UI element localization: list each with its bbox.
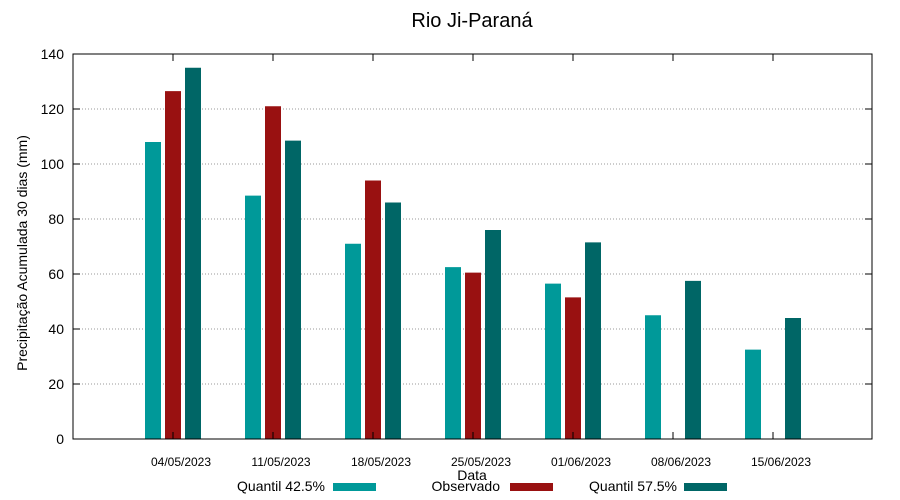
y-tick-label: 60	[48, 266, 64, 282]
y-axis: 0 20 40 60 80 100 120 140	[41, 46, 872, 447]
bar	[645, 315, 661, 439]
bar	[585, 242, 601, 439]
chart-title: Rio Ji-Paraná	[411, 10, 533, 32]
y-tick-label: 100	[41, 156, 65, 172]
x-tick-label: 04/05/2023	[151, 455, 211, 469]
bar	[445, 267, 461, 439]
legend-item: Quantil 57.5%	[589, 478, 727, 494]
x-axis: 04/05/2023 11/05/2023 18/05/2023 25/05/2023…	[151, 54, 811, 469]
legend-item: Quantil 42.5%	[237, 478, 376, 494]
bar	[785, 318, 801, 439]
bar	[165, 91, 181, 439]
bar	[245, 195, 261, 439]
legend-swatch	[333, 483, 376, 491]
y-tick-label: 140	[41, 46, 65, 62]
bar	[745, 349, 761, 439]
y-tick-label: 0	[56, 431, 64, 447]
bar	[545, 283, 561, 439]
x-tick-label: 08/06/2023	[651, 455, 711, 469]
bar	[385, 202, 401, 439]
bar	[265, 106, 281, 439]
y-tick-label: 120	[41, 101, 65, 117]
x-tick-label: 25/05/2023	[451, 455, 511, 469]
legend-label: Quantil 57.5%	[589, 478, 677, 494]
bar	[365, 180, 381, 439]
x-tick-label: 18/05/2023	[351, 455, 411, 469]
legend-swatch	[684, 483, 727, 491]
legend: Quantil 42.5% Observado Quantil 57.5%	[237, 478, 727, 494]
bar	[465, 272, 481, 439]
y-axis-label: Precipitação Acumulada 30 dias (mm)	[14, 135, 30, 371]
x-tick-label: 11/05/2023	[251, 455, 310, 469]
legend-item: Observado	[432, 478, 553, 494]
bar	[285, 140, 301, 439]
x-tick-label: 15/06/2023	[751, 455, 811, 469]
bar	[185, 67, 201, 439]
bars	[145, 67, 801, 439]
bar	[345, 243, 361, 439]
bar	[145, 142, 161, 439]
legend-label: Quantil 42.5%	[237, 478, 325, 494]
bar	[685, 280, 701, 439]
y-tick-label: 80	[48, 211, 64, 227]
y-tick-label: 40	[48, 321, 64, 337]
x-axis-label: Data	[457, 467, 487, 483]
y-tick-label: 20	[48, 376, 64, 392]
x-tick-label: 01/06/2023	[551, 455, 611, 469]
bar	[485, 230, 501, 439]
legend-swatch	[510, 483, 553, 491]
legend-label: Observado	[432, 478, 501, 494]
bar	[565, 297, 581, 439]
